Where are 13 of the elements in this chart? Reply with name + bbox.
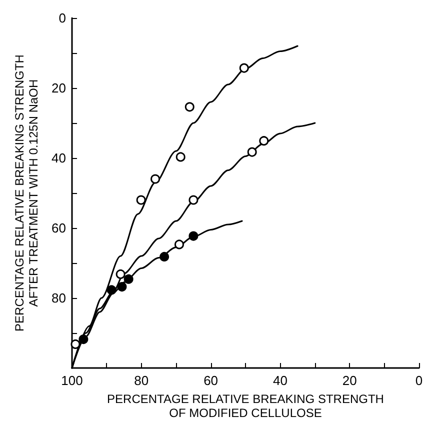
y-tick-label: 20 <box>52 80 66 96</box>
y-tick-label: 0 <box>58 10 66 26</box>
x-tick-label: 0 <box>415 373 423 388</box>
x-axis-title: PERCENTAGE RELATIVE BREAKING STRENGTH OF MODIFIED CELLULOSE <box>107 392 384 420</box>
y-tick-label: 80 <box>52 290 66 306</box>
y-tick-label: 60 <box>52 220 66 236</box>
x-tick-label: 60 <box>204 373 218 388</box>
y-axis-title: PERCENTAGE RELATIVE BREAKING STRENGTH AFTER TREATMENT WITH 0.125N NaOH <box>12 54 41 332</box>
x-tick-label: 40 <box>272 373 288 388</box>
x-tick-label: 100 <box>61 373 83 388</box>
x-tick-label: 20 <box>342 373 357 388</box>
x-tick-label: 80 <box>134 373 149 388</box>
y-tick-label: 40 <box>52 150 66 166</box>
